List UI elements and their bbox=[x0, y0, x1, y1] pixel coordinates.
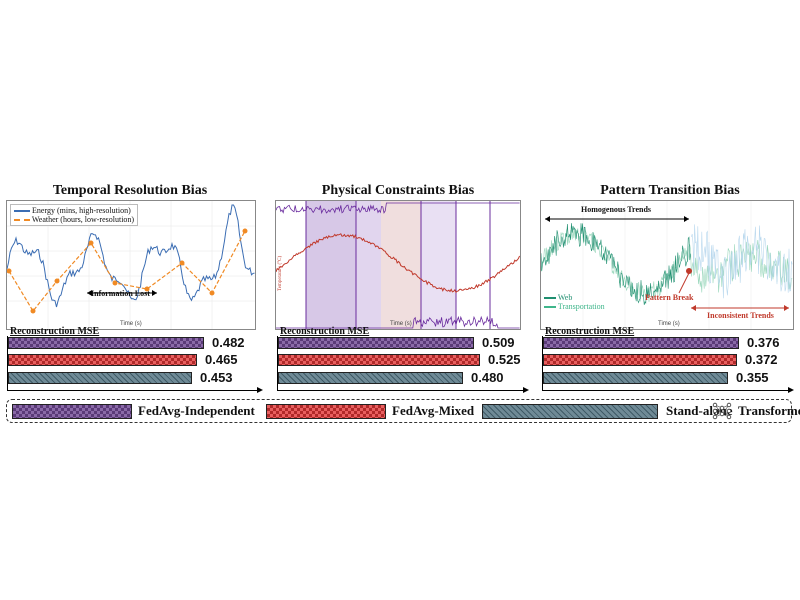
weather-point bbox=[179, 260, 185, 266]
panel1-legend-weather: Weather (hours, low-resolution) bbox=[14, 215, 134, 224]
panel1-val-mixed: 0.465 bbox=[205, 352, 238, 367]
inconsistent-trends-label: Inconsistent Trends bbox=[707, 311, 774, 320]
transport-legend-label: Transportation bbox=[557, 302, 605, 311]
pattern-break-point bbox=[686, 268, 692, 274]
panel1-legend-energy: Energy (mins, high-resolution) bbox=[14, 206, 134, 215]
legend-swatch-independent bbox=[12, 404, 132, 419]
web-legend-label: Web bbox=[557, 293, 573, 302]
panel3-legend: Web Transportation bbox=[544, 293, 605, 311]
pattern-break-pointer bbox=[678, 272, 690, 294]
temperature-series-line bbox=[276, 233, 520, 294]
panel1-bar-independent bbox=[8, 337, 204, 349]
panel2-mse-axis-x bbox=[277, 387, 529, 393]
legend-label-mixed: FedAvg-Mixed bbox=[392, 403, 475, 418]
weather-point bbox=[242, 228, 248, 234]
panel1-title: Temporal Resolution Bias bbox=[52, 183, 208, 198]
panel3-mse-title: Reconstruction MSE bbox=[545, 326, 635, 337]
lower-constraint-series bbox=[276, 315, 520, 329]
panel2-title: Physical Constraints Bias bbox=[321, 183, 475, 198]
panel1-xlabel: Time (s) bbox=[120, 321, 142, 327]
panel2-val-standalone: 0.480 bbox=[471, 370, 504, 385]
panel3-mse-axis-y bbox=[542, 336, 543, 391]
legend-swatch-standalone bbox=[482, 404, 658, 419]
panel2-mse-title: Reconstruction MSE bbox=[280, 326, 370, 337]
weather-point bbox=[88, 240, 94, 246]
panel1-val-independent: 0.482 bbox=[212, 335, 245, 350]
panel1-bar-mixed bbox=[8, 354, 197, 366]
panel1-mse-axis-x bbox=[7, 387, 263, 393]
panel2-bar-standalone bbox=[278, 372, 463, 384]
highlight-band bbox=[456, 201, 490, 329]
web-legend-line bbox=[544, 297, 556, 300]
highlight-band bbox=[421, 201, 456, 329]
panel3-xlabel: Time (s) bbox=[658, 321, 680, 327]
panel2-plot: Temperature (°C) bbox=[275, 200, 521, 330]
web-series-line bbox=[541, 223, 691, 305]
highlight-band bbox=[306, 201, 356, 329]
energy-legend-label: Energy (mins, high-resolution) bbox=[32, 206, 131, 215]
legend-label-transformer: Transformer bbox=[738, 403, 800, 418]
energy-series-line bbox=[7, 204, 255, 308]
legend-swatch-mixed bbox=[266, 404, 386, 419]
highlight-band bbox=[356, 201, 381, 329]
panel2-svg bbox=[276, 201, 520, 329]
panel2-bar-independent bbox=[278, 337, 474, 349]
neural-network-icon bbox=[712, 402, 732, 420]
information-lost-label: Information Lost bbox=[91, 289, 150, 298]
panel1-mse-axis-y bbox=[7, 336, 8, 391]
homogenous-trends-label: Homogenous Trends bbox=[581, 205, 652, 214]
energy-legend-line bbox=[14, 210, 30, 213]
panel2-val-independent: 0.509 bbox=[482, 335, 515, 350]
panel1-val-standalone: 0.453 bbox=[200, 370, 233, 385]
panel2-ylabel: Temperature (°C) bbox=[278, 255, 283, 291]
panel1-plot: Energy (mins, high-resolution) Weather (… bbox=[6, 200, 256, 330]
panel2-bar-mixed bbox=[278, 354, 480, 366]
weather-point bbox=[7, 268, 12, 274]
panel3-bar-mixed bbox=[543, 354, 737, 366]
weather-legend-label: Weather (hours, low-resolution) bbox=[31, 215, 135, 224]
panel3-legend-transport: Transportation bbox=[544, 302, 605, 311]
inconsistent-series-line bbox=[691, 224, 793, 299]
panel2-xlabel: Time (s) bbox=[390, 321, 412, 327]
weather-point bbox=[144, 286, 150, 292]
legend-label-independent: FedAvg-Independent bbox=[138, 403, 255, 418]
weather-legend-line bbox=[14, 219, 30, 222]
weather-point bbox=[209, 290, 215, 296]
weather-point bbox=[54, 278, 60, 284]
panel2-mse-axis-y bbox=[277, 336, 278, 391]
panel3-bar-standalone bbox=[543, 372, 728, 384]
panel1-mse-title: Reconstruction MSE bbox=[10, 326, 100, 337]
panel3-val-independent: 0.376 bbox=[747, 335, 780, 350]
panel3-val-mixed: 0.372 bbox=[745, 352, 778, 367]
panel1-svg bbox=[7, 201, 255, 329]
panel3-bar-independent bbox=[543, 337, 739, 349]
weather-point bbox=[30, 308, 36, 314]
panel2-val-mixed: 0.525 bbox=[488, 352, 521, 367]
panel3-svg bbox=[541, 201, 793, 329]
panel3-mse-axis-x bbox=[542, 387, 794, 393]
panel3-title: Pattern Transition Bias bbox=[600, 183, 740, 198]
upper-constraint-series bbox=[276, 202, 520, 215]
transport-legend-line bbox=[544, 306, 556, 309]
panel3-plot: Homogenous Trends Pattern Break Inconsis… bbox=[540, 200, 794, 330]
method-legend bbox=[6, 399, 792, 423]
panel3-legend-web: Web bbox=[544, 293, 605, 302]
panel1-legend: Energy (mins, high-resolution) Weather (… bbox=[10, 204, 139, 226]
weather-point bbox=[112, 280, 118, 286]
panel1-bar-standalone bbox=[8, 372, 192, 384]
panel3-val-standalone: 0.355 bbox=[736, 370, 769, 385]
pattern-break-label: Pattern Break bbox=[645, 293, 694, 302]
